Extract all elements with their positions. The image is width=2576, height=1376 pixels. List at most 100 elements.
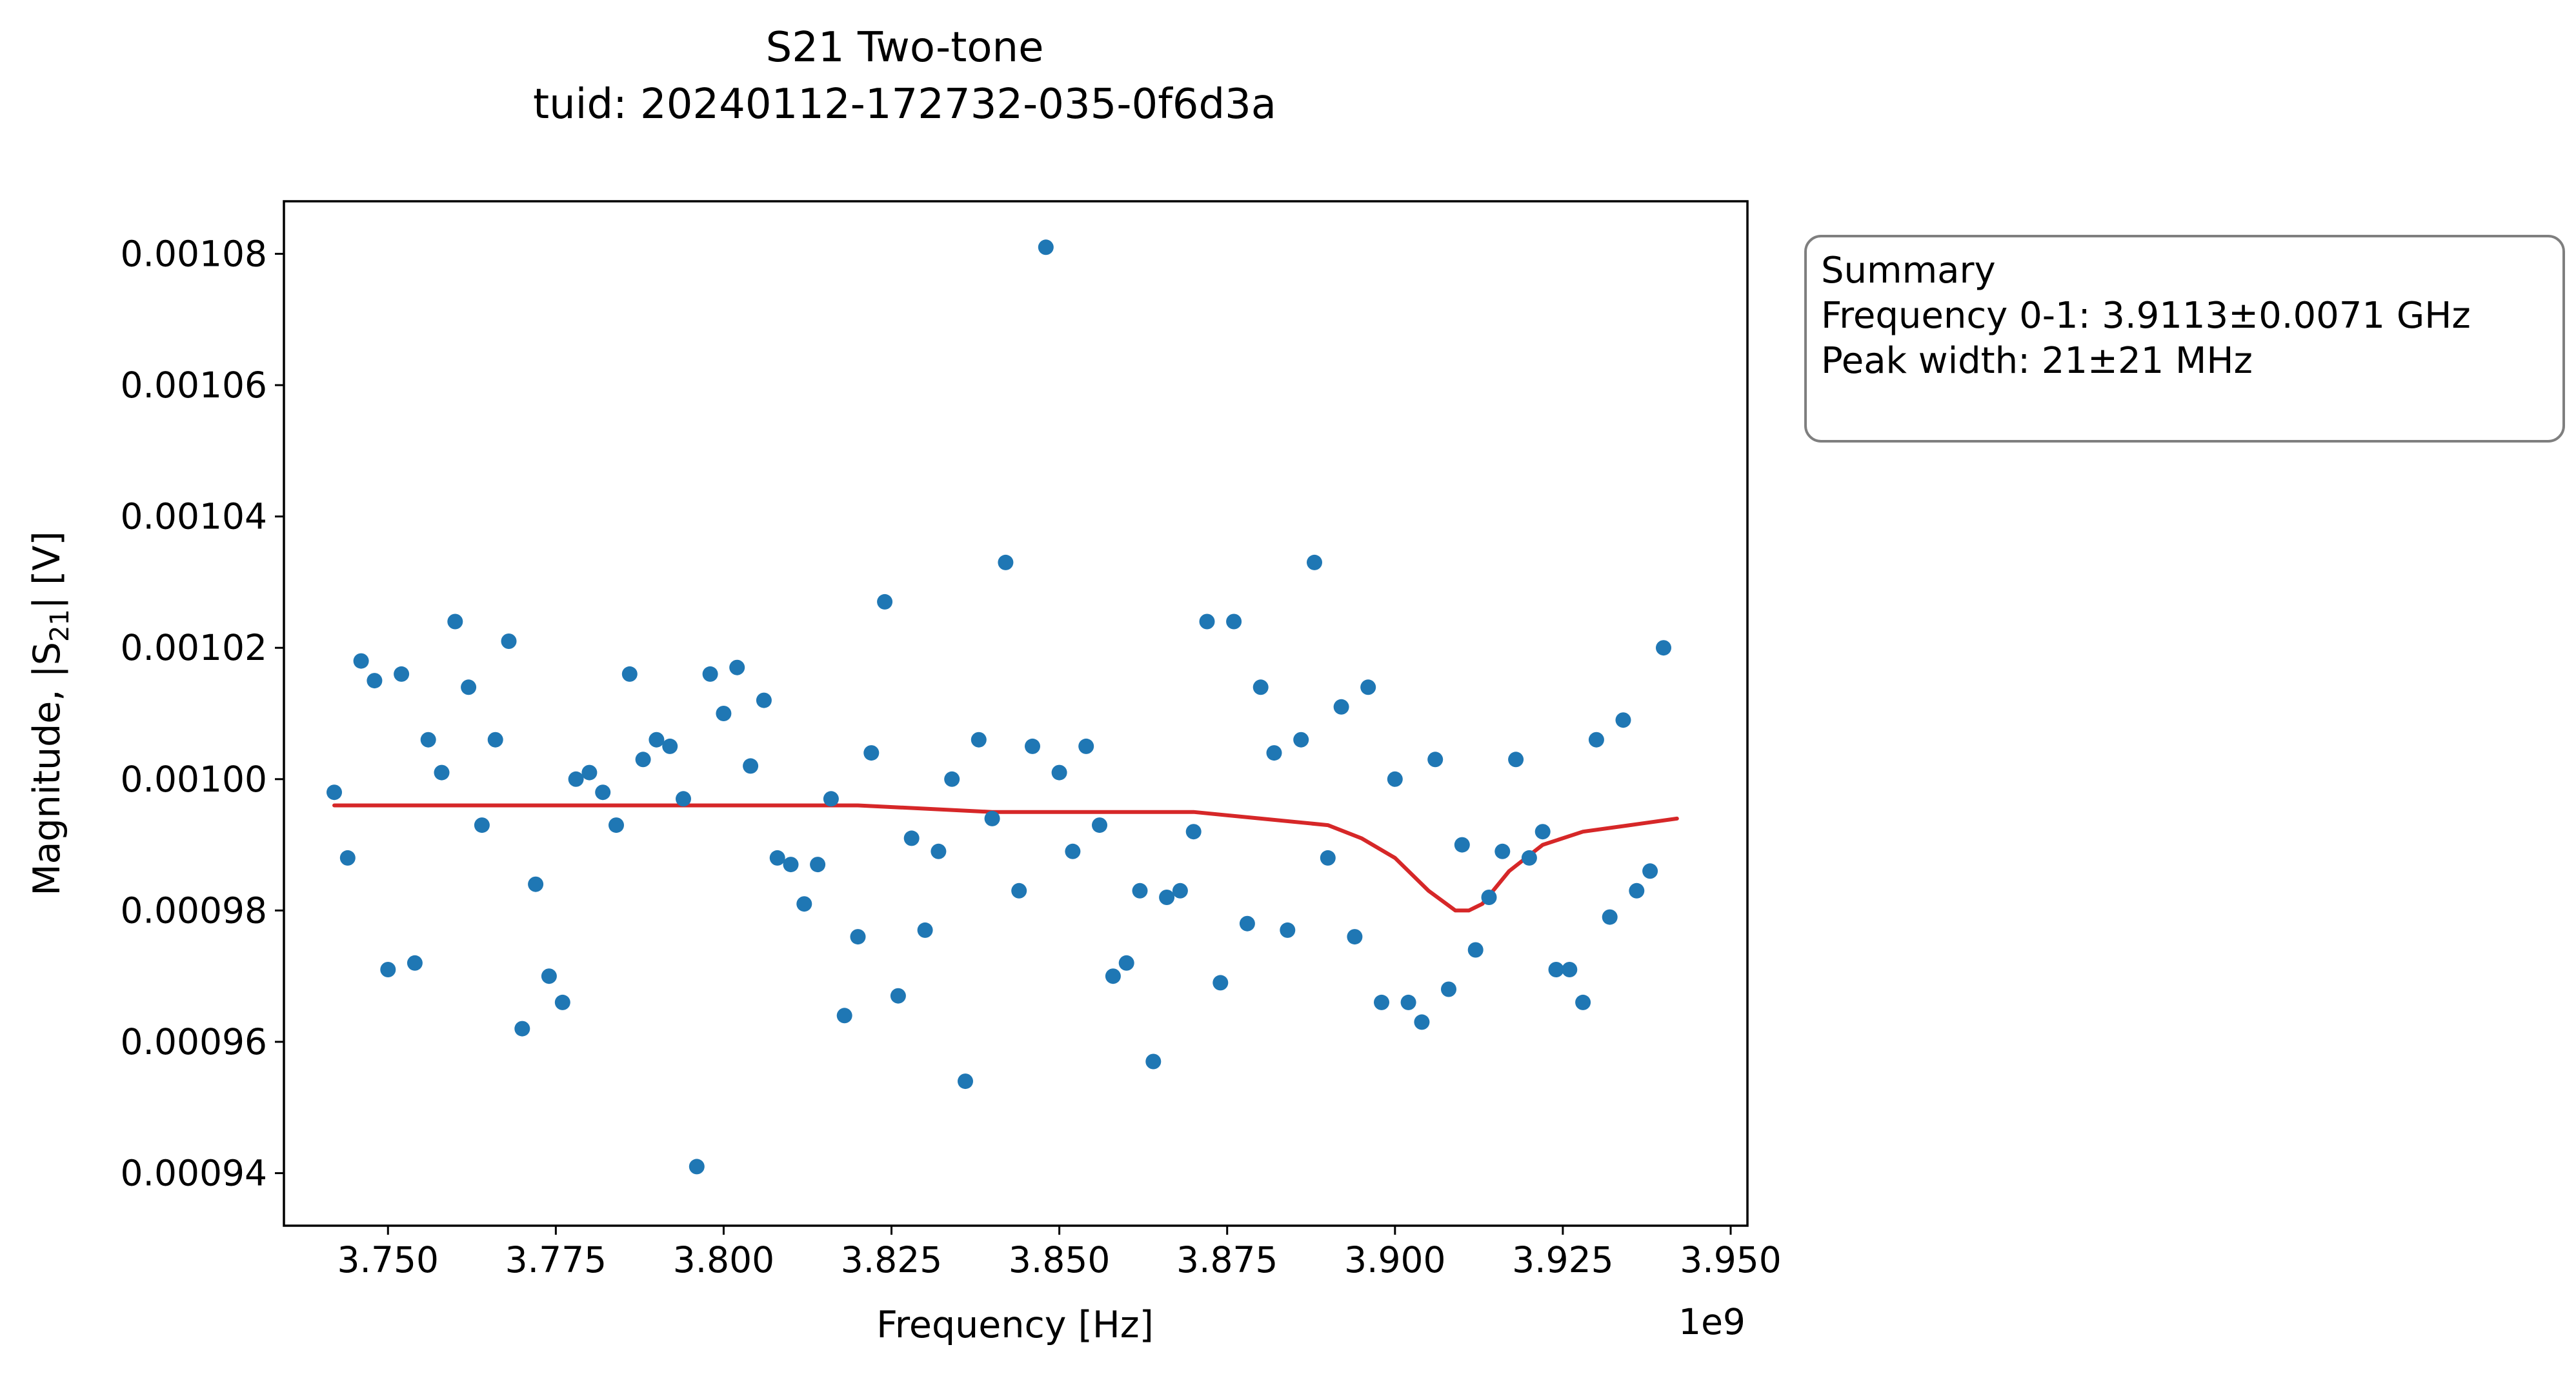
data-point [1239, 915, 1255, 932]
data-point [1132, 882, 1148, 899]
data-point [1400, 994, 1416, 1010]
data-point [1387, 771, 1403, 787]
data-point [689, 1159, 705, 1175]
data-point [1145, 1053, 1162, 1070]
data-point [1185, 824, 1202, 840]
summary-box: Summary Frequency 0-1: 3.9113±0.0071 GHz… [1804, 235, 2565, 443]
data-point [1548, 962, 1564, 977]
data-point [769, 850, 785, 866]
plot-area-frame [283, 200, 1749, 1227]
data-point [407, 955, 423, 971]
y-axis-label: Magnitude, |S21| [V] [26, 531, 75, 895]
data-point [394, 666, 410, 682]
data-point [1575, 994, 1591, 1010]
data-point [514, 1021, 530, 1037]
y-tick-label: 0.00106 [121, 364, 267, 406]
data-point [1374, 994, 1389, 1010]
data-point [1293, 732, 1309, 748]
data-point [1347, 929, 1363, 945]
data-point [743, 758, 759, 774]
summary-peak-width: Peak width: 21±21 MHz [1821, 340, 2253, 382]
y-tick-label: 0.00098 [121, 890, 267, 931]
x-tick-label: 3.750 [337, 1239, 439, 1281]
data-point [863, 745, 880, 761]
data-point [501, 633, 517, 649]
data-point [420, 732, 436, 748]
data-point [1508, 752, 1524, 768]
data-point [877, 593, 893, 610]
x-axis-offset-label: 1e9 [1678, 1301, 1746, 1342]
data-point [756, 692, 772, 708]
data-point [1481, 890, 1497, 905]
data-point [1441, 981, 1456, 997]
data-point [1494, 843, 1511, 859]
summary-box-frame [1804, 235, 2565, 443]
data-point [931, 843, 947, 859]
y-axis-label-subscript: 21 [45, 609, 75, 642]
data-point [1025, 738, 1040, 754]
data-point [1615, 712, 1631, 728]
data-point [1280, 922, 1296, 938]
data-point [380, 962, 396, 977]
data-point [1629, 882, 1645, 899]
data-point [327, 784, 342, 801]
data-point [635, 752, 651, 768]
x-tick-label: 3.900 [1344, 1239, 1445, 1281]
y-tick-label: 0.00102 [121, 627, 267, 668]
x-tick-label: 3.775 [505, 1239, 607, 1281]
data-point [474, 817, 490, 833]
data-point [541, 968, 557, 984]
data-point [353, 653, 369, 669]
data-point [339, 850, 356, 866]
summary-frequency: Frequency 0-1: 3.9113±0.0071 GHz [1821, 295, 2471, 337]
data-point [958, 1073, 973, 1090]
data-point [367, 673, 383, 689]
x-axis-label: Frequency [Hz] [876, 1304, 1154, 1346]
x-axis-ticks: 3.750 3.775 3.800 3.825 3.850 3.875 3.900 3.925… [337, 1226, 1782, 1281]
y-axis-label-prefix: Magnitude, |S [26, 642, 68, 896]
y-tick-label: 0.00094 [121, 1153, 267, 1194]
data-point [1642, 863, 1658, 879]
data-point [984, 810, 1000, 826]
data-point [676, 791, 691, 807]
x-tick-label: 3.825 [841, 1239, 942, 1281]
data-point [568, 771, 584, 787]
data-point [917, 922, 933, 938]
data-point [971, 732, 987, 748]
data-point [528, 876, 544, 892]
data-point [554, 994, 570, 1010]
data-point [702, 666, 718, 682]
data-point [1307, 554, 1322, 570]
y-axis-label-suffix: | [V] [26, 531, 68, 609]
data-point [649, 732, 665, 748]
data-point [1051, 764, 1067, 781]
data-point [1118, 955, 1134, 971]
x-tick-label: 3.950 [1680, 1239, 1781, 1281]
y-tick-label: 0.00108 [121, 233, 267, 274]
data-point [1333, 699, 1349, 715]
data-point [903, 830, 920, 846]
chart-title: S21 Two-tone [766, 24, 1044, 72]
data-point [1199, 613, 1215, 630]
data-points-layer [327, 239, 1671, 1175]
data-point [1038, 239, 1054, 255]
data-point [823, 791, 839, 807]
data-point [1159, 890, 1175, 905]
data-point [595, 784, 611, 801]
data-point [1266, 745, 1282, 761]
data-point [1078, 738, 1094, 754]
summary-title: Summary [1821, 250, 1996, 292]
data-point [609, 817, 624, 833]
data-point [944, 771, 960, 787]
data-point [810, 857, 826, 873]
data-point [998, 554, 1014, 570]
data-point [1105, 968, 1121, 984]
data-point [836, 1008, 852, 1024]
data-point [1320, 850, 1336, 866]
data-point [1454, 837, 1470, 853]
data-point [1521, 850, 1537, 866]
data-point [1360, 679, 1376, 695]
data-point [1172, 882, 1188, 899]
